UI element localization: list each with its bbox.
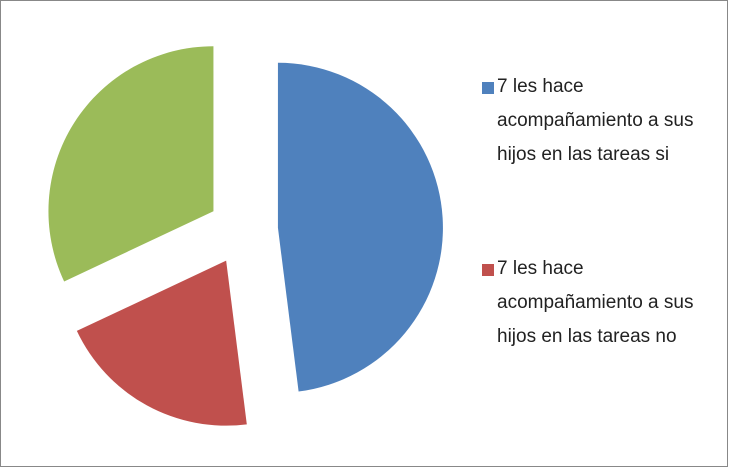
legend-label: 7 les hace acompañamiento a sus hijos en… bbox=[497, 76, 694, 165]
legend-label: 7 les hace acompañamiento a sus hijos en… bbox=[497, 258, 694, 347]
legend-swatch bbox=[482, 82, 494, 94]
pie-slice bbox=[76, 260, 247, 426]
legend-swatch bbox=[482, 264, 494, 276]
pie-slice bbox=[48, 46, 214, 282]
pie-slice bbox=[277, 62, 443, 392]
